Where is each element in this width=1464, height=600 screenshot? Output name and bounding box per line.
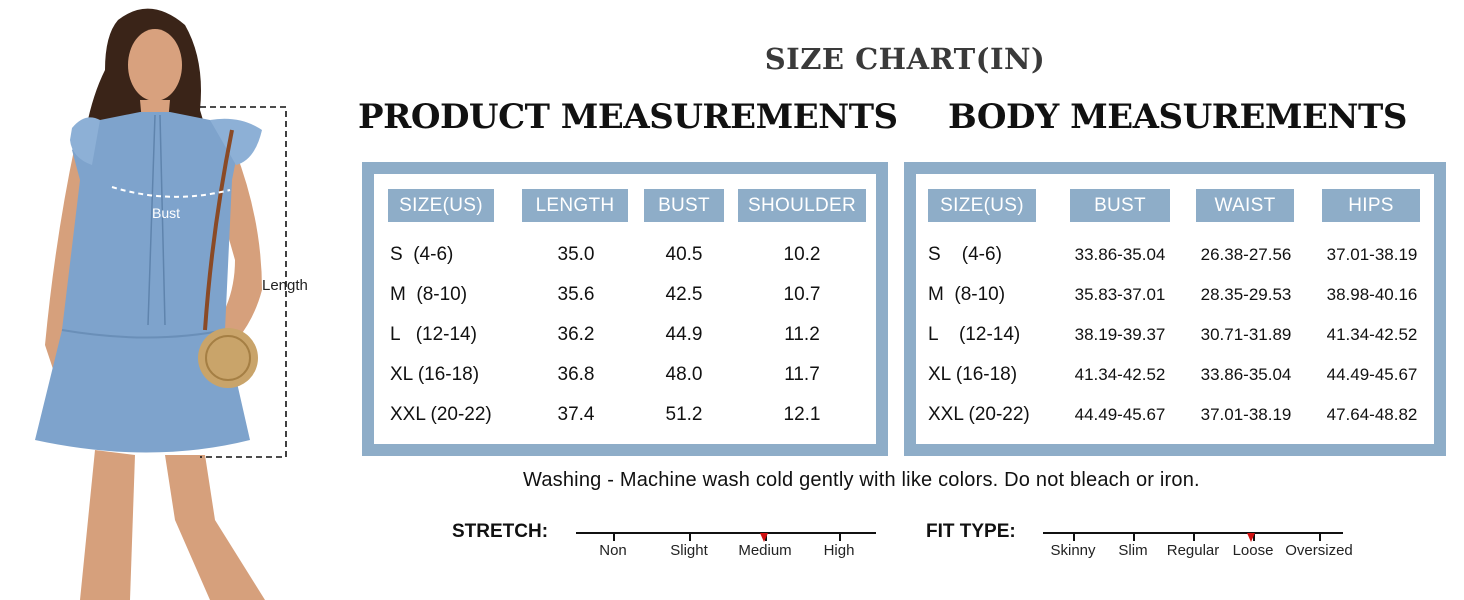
fit-type-tick	[1133, 532, 1135, 541]
product-measurements-title: PRODUCT MEASUREMENTS	[358, 97, 898, 137]
product-bust-cell: 48.0	[665, 364, 703, 385]
body-bust-cell: 35.83-37.01	[1074, 285, 1166, 304]
fit-type-option: Skinny	[1050, 542, 1096, 559]
body-waist-cell: 37.01-38.19	[1200, 405, 1292, 424]
body-waist-cell: 28.35-29.53	[1200, 285, 1292, 304]
product-length-cell: 35.0	[557, 244, 595, 265]
body-bust-cell: 33.86-35.04	[1074, 245, 1166, 264]
product-header-size: SIZE(US)	[388, 189, 494, 222]
body-header-size: SIZE(US)	[928, 189, 1036, 222]
product-length-cell: 36.8	[557, 364, 595, 385]
stretch-tick	[839, 532, 841, 541]
fit-type-tick	[1073, 532, 1075, 541]
body-hips-cell: 38.98-40.16	[1326, 285, 1418, 304]
stretch-option: Medium	[738, 542, 792, 559]
fit-type-option: Loose	[1232, 542, 1274, 559]
product-table: SIZE(US) LENGTH BUST SHOULDER S (4-6) 35…	[362, 162, 888, 456]
body-size-cell: M (8-10)	[928, 284, 1006, 305]
stretch-option: Slight	[670, 542, 708, 559]
product-size-cell: S (4-6)	[390, 244, 454, 265]
body-hips-cell: 44.49-45.67	[1326, 365, 1418, 384]
product-size-cell: M (8-10)	[390, 284, 468, 305]
body-header-hips: HIPS	[1322, 189, 1420, 222]
body-size-cell: XL (16-18)	[928, 364, 1018, 385]
body-waist-cell: 33.86-35.04	[1200, 365, 1292, 384]
body-hips-cell: 47.64-48.82	[1326, 405, 1418, 424]
product-size-cell: XXL (20-22)	[390, 404, 492, 425]
product-bust-cell: 40.5	[665, 244, 703, 265]
body-table: SIZE(US) BUST WAIST HIPS S (4-6) 33.86-3…	[904, 162, 1446, 456]
stretch-option: Non	[599, 542, 627, 559]
stretch-option: High	[823, 542, 855, 559]
body-size-cell: S (4-6)	[928, 244, 1002, 265]
product-header-shoulder: SHOULDER	[738, 189, 866, 222]
fit-type-selected-marker	[1247, 533, 1255, 542]
product-header-length: LENGTH	[522, 189, 628, 222]
product-length-cell: 36.2	[557, 324, 595, 345]
fit-type-label: FIT TYPE:	[926, 521, 1016, 542]
fit-type-option: Regular	[1166, 542, 1220, 559]
product-shoulder-cell: 10.2	[783, 244, 821, 265]
body-bust-cell: 41.34-42.52	[1074, 365, 1166, 384]
body-waist-cell: 26.38-27.56	[1200, 245, 1292, 264]
product-bust-cell: 44.9	[665, 324, 703, 345]
product-shoulder-cell: 10.7	[783, 284, 821, 305]
product-bust-cell: 51.2	[665, 404, 703, 425]
body-bust-cell: 44.49-45.67	[1074, 405, 1166, 424]
body-hips-cell: 37.01-38.19	[1326, 245, 1418, 264]
length-label: Length	[262, 277, 308, 294]
body-measurements-title: BODY MEASUREMENTS	[948, 97, 1407, 137]
body-header-bust: BUST	[1070, 189, 1170, 222]
bust-label: Bust	[152, 205, 181, 221]
model-figure	[35, 8, 287, 600]
fit-type-tick	[1193, 532, 1195, 541]
page-title: SIZE CHART(IN)	[764, 42, 1046, 76]
model-photo: Bust Length	[0, 0, 330, 600]
stretch-tick	[689, 532, 691, 541]
fit-type-option: Oversized	[1285, 542, 1353, 559]
stretch-label: STRETCH:	[452, 521, 549, 542]
body-size-cell: L (12-14)	[928, 324, 1021, 345]
product-size-cell: XL (16-18)	[390, 364, 480, 385]
washing-instructions: Washing - Machine wash cold gently with …	[523, 469, 1200, 491]
fit-type-option: Slim	[1118, 542, 1148, 559]
stretch-line	[576, 532, 876, 534]
product-bust-cell: 42.5	[665, 284, 703, 305]
body-hips-cell: 41.34-42.52	[1326, 325, 1418, 344]
product-size-cell: L (12-14)	[390, 324, 477, 345]
body-bust-cell: 38.19-39.37	[1074, 325, 1166, 344]
product-header-bust: BUST	[644, 189, 724, 222]
product-shoulder-cell: 11.2	[784, 324, 820, 345]
product-shoulder-cell: 11.7	[784, 364, 820, 385]
stretch-tick	[613, 532, 615, 541]
fit-type-tick	[1319, 532, 1321, 541]
stretch-selected-marker	[760, 533, 768, 542]
body-waist-cell: 30.71-31.89	[1200, 325, 1292, 344]
product-length-cell: 37.4	[557, 404, 595, 425]
product-length-cell: 35.6	[557, 284, 595, 305]
body-header-waist: WAIST	[1196, 189, 1294, 222]
product-shoulder-cell: 12.1	[783, 404, 821, 425]
body-size-cell: XXL (20-22)	[928, 404, 1030, 425]
